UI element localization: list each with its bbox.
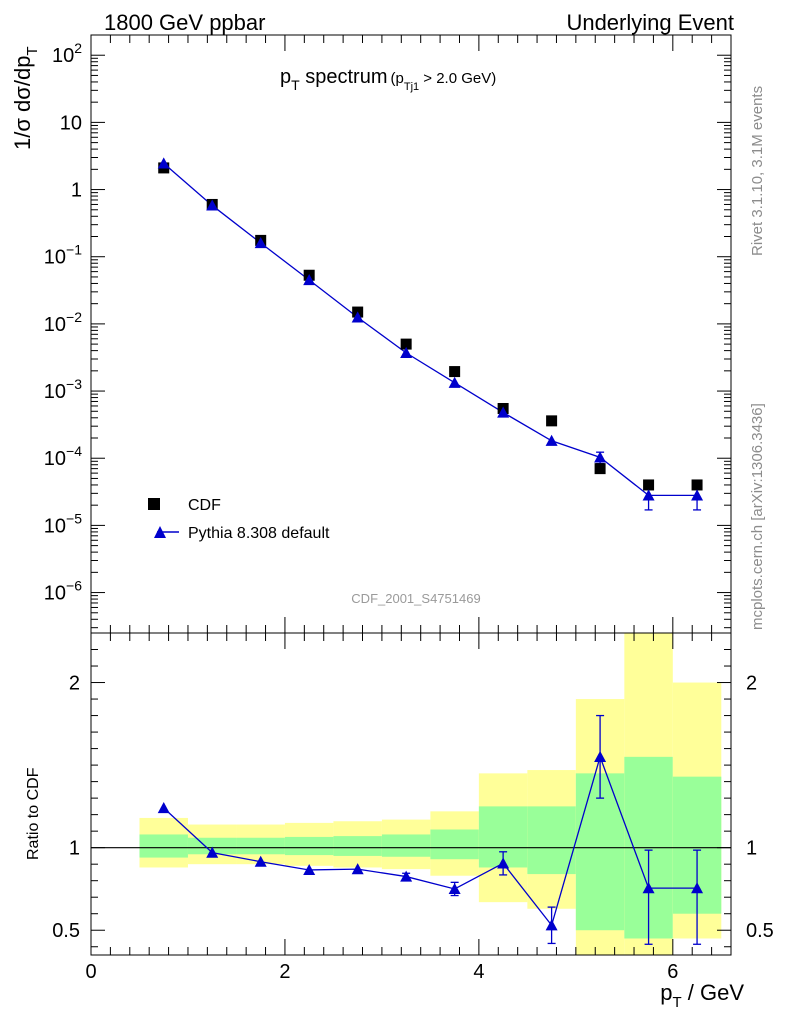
ratio-bands (139, 633, 722, 955)
ratio-y-tick-label-right-0: 0.5 (746, 920, 774, 942)
ratio-point-1 (206, 846, 219, 858)
y-tick-label-main-2: 1 (71, 180, 82, 202)
y-tick-label-main-5: 10−3 (44, 376, 82, 403)
ratio-point-3 (303, 863, 316, 876)
pythia-point-8 (545, 434, 558, 446)
y-tick-label-main-1: 10 (60, 112, 82, 134)
y-tick-label-main-4: 10−2 (44, 309, 82, 336)
ratio-frame (90, 632, 732, 956)
cdf-point-5 (400, 338, 412, 350)
analysis-watermark: CDF_2001_S4751469 (351, 591, 480, 606)
ratio-y-tick-label-left-0: 0.5 (52, 920, 80, 942)
cdf-point-11 (691, 479, 703, 491)
inner-band-bin-3 (284, 836, 334, 856)
inner-band-bin-0 (139, 834, 188, 858)
y-tick-label-main-3: 10−1 (44, 242, 82, 269)
pythia-point-5 (400, 346, 413, 358)
y-axis-label-ratio: Ratio to CDF (25, 767, 42, 860)
ratio-point-8 (545, 919, 558, 931)
pythia-point-9 (594, 451, 607, 463)
inner-band-bin-4 (333, 836, 382, 856)
pythia-point-10 (642, 489, 655, 501)
ratio-point-4 (351, 863, 364, 875)
pythia-point-4 (351, 311, 364, 323)
ratio-point-5 (400, 870, 413, 882)
pythia-point-1 (206, 199, 219, 211)
legend-marker-pythia (154, 526, 166, 538)
ratio-point-2 (254, 855, 267, 867)
ratio-series-line (163, 754, 698, 927)
inner-band-bin-6 (430, 829, 479, 860)
ratio-y-tick-label-left-2: 2 (69, 673, 80, 695)
cdf-point-8 (546, 415, 558, 427)
ratio-y-tick-label-right-2: 2 (746, 673, 757, 695)
legend: CDF Pythia 8.308 default (148, 497, 330, 542)
y-tick-label-main-6: 10−4 (44, 443, 82, 470)
x-tick-label-2: 4 (473, 961, 484, 983)
x-tick-label-3: 6 (667, 961, 678, 983)
pythia-point-6 (448, 376, 461, 388)
x-axis-ticks: 0 2 4 6 (85, 35, 732, 983)
pythia-series-line (163, 162, 698, 497)
header-left: 1800 GeV ppbar (104, 10, 265, 35)
legend-label-pythia: Pythia 8.308 default (188, 525, 330, 542)
ratio-axis-ticks: 0.5 0.5 1 1 2 2 (52, 649, 774, 948)
y-tick-label-main-7: 10−5 (44, 510, 82, 537)
legend-label-cdf: CDF (188, 497, 221, 514)
pythia-point-7 (497, 406, 510, 418)
main-series (157, 157, 704, 511)
ratio-y-tick-label-left-1: 1 (69, 838, 80, 860)
ratio-series (157, 714, 704, 945)
main-frame (90, 34, 732, 634)
ratio-point-0 (157, 802, 170, 814)
ratio-point-10 (642, 882, 655, 894)
main-axis-ticks: 102 10 1 10−1 10−2 10−3 10−4 10−5 10−6 (44, 34, 731, 629)
ratio-point-6 (448, 882, 461, 895)
x-axis-label: pT / GeV (660, 980, 744, 1011)
inner-band-bin-8 (527, 806, 576, 875)
pythia-point-11 (691, 489, 704, 501)
y-tick-label-main-0: 102 (52, 40, 82, 67)
ratio-point-11 (691, 882, 704, 894)
pythia-point-2 (254, 237, 267, 249)
legend-marker-cdf (148, 498, 160, 510)
x-tick-label-0: 0 (85, 961, 96, 983)
header-right: Underlying Event (566, 10, 734, 35)
mcplots-label: mcplots.cern.ch [arXiv:1306.3436] (749, 403, 766, 630)
pythia-point-0 (157, 157, 170, 169)
ratio-point-7 (497, 857, 510, 869)
rivet-label: Rivet 3.1.10, 3.1M events (749, 86, 766, 256)
cdf-point-10 (643, 479, 655, 491)
inner-band-bin-2 (236, 837, 285, 855)
cdf-point-9 (594, 463, 606, 475)
y-tick-label-main-8: 10−6 (44, 578, 82, 605)
inner-band-bin-5 (381, 834, 431, 857)
ratio-point-9 (594, 750, 607, 762)
x-tick-label-1: 2 (279, 961, 290, 983)
plot-title: pT spectrum (pTj1 > 2.0 GeV) (280, 66, 496, 93)
y-axis-label-main: 1/σ dσ/dpT (10, 46, 41, 150)
cdf-point-6 (449, 366, 461, 378)
ratio-y-tick-label-right-1: 1 (746, 838, 757, 860)
pythia-point-3 (303, 274, 316, 286)
